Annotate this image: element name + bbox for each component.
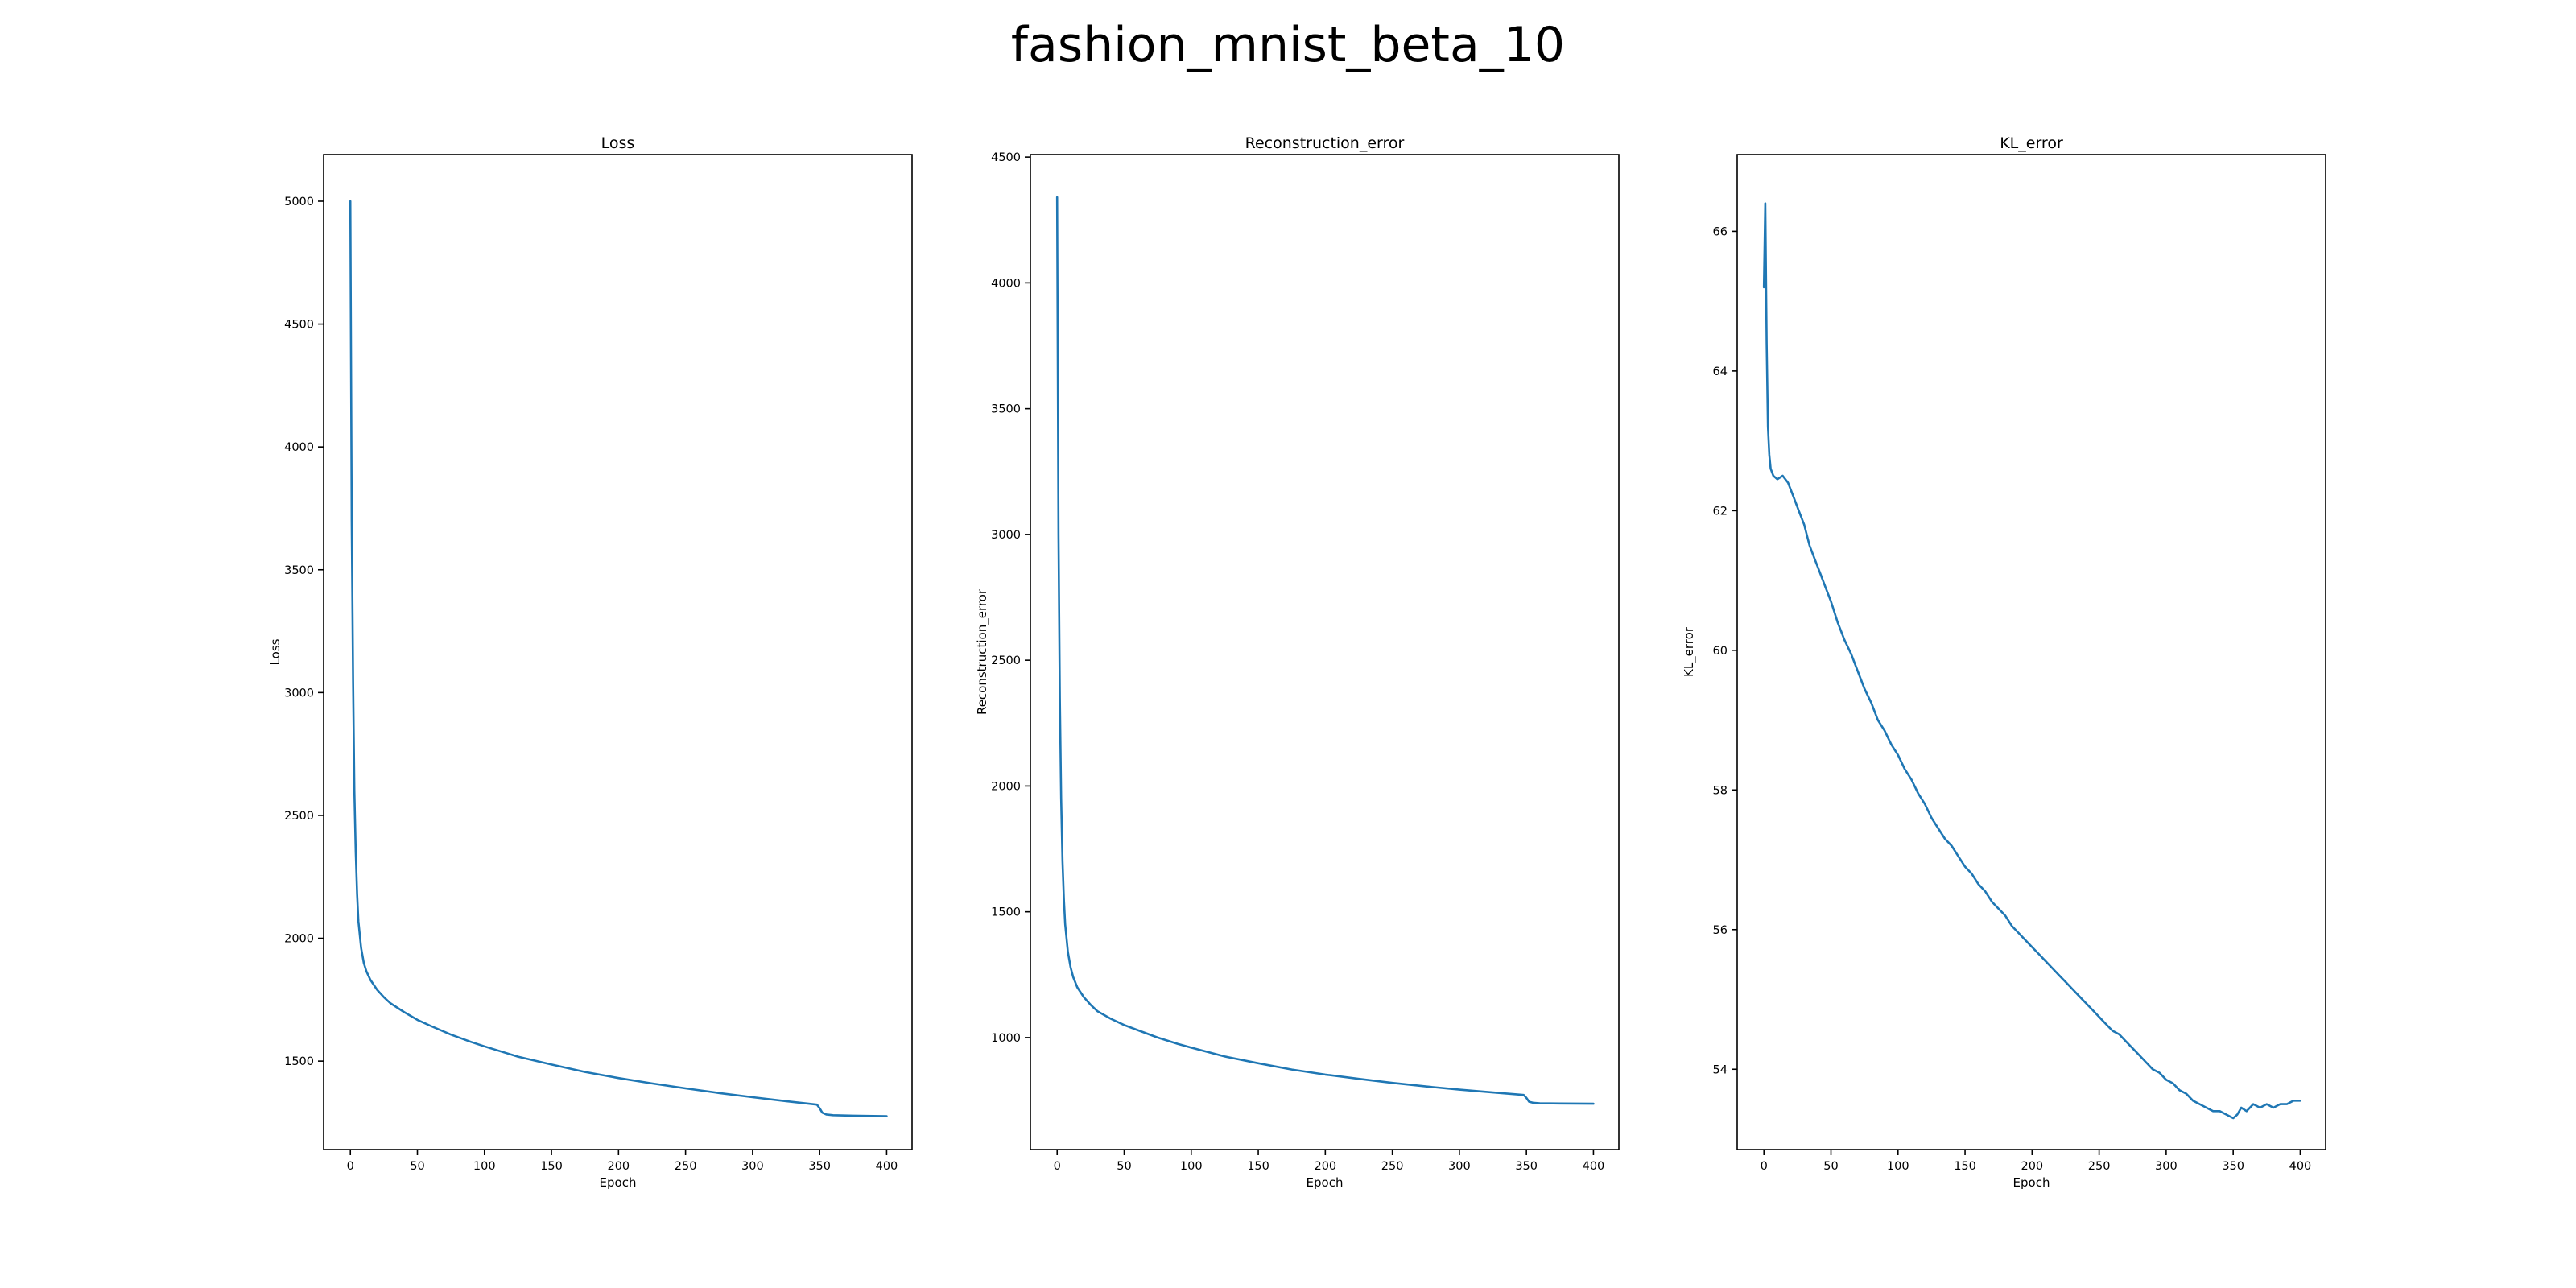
x-tick-label: 100 xyxy=(1887,1160,1909,1173)
x-tick-label: 400 xyxy=(876,1160,898,1173)
y-tick-label: 58 xyxy=(1713,784,1728,797)
series-line xyxy=(1762,202,2301,1120)
x-axis-label: Epoch xyxy=(600,1175,637,1190)
x-tick-label: 100 xyxy=(473,1160,496,1173)
y-tick-label: 60 xyxy=(1713,645,1728,658)
x-tick-label: 150 xyxy=(540,1160,563,1173)
y-tick-label: 62 xyxy=(1713,505,1728,518)
x-tick-label: 150 xyxy=(1247,1160,1269,1173)
x-tick-label: 200 xyxy=(1314,1160,1336,1173)
series-line xyxy=(349,200,888,1117)
x-axis-label: Epoch xyxy=(2013,1175,2050,1190)
y-tick-label: 56 xyxy=(1713,924,1728,937)
subplot-loss: Loss Epoch Loss 0 50 100 150 200 250 300 350 400… xyxy=(268,134,913,1190)
x-tick-label: 150 xyxy=(1954,1160,1976,1173)
y-tick-label: 5000 xyxy=(284,196,314,208)
subplot-title: Loss xyxy=(601,134,635,152)
x-tick-label: 250 xyxy=(2088,1160,2111,1173)
x-tick-label: 200 xyxy=(607,1160,630,1173)
x-tick-label: 250 xyxy=(1381,1160,1404,1173)
y-tick-label: 4500 xyxy=(991,151,1021,164)
y-tick-label: 1000 xyxy=(991,1032,1021,1045)
x-tick-label: 0 xyxy=(1054,1160,1061,1173)
y-tick-label: 4500 xyxy=(284,319,314,332)
plot-frame xyxy=(1030,154,1620,1150)
x-tick-label: 300 xyxy=(2155,1160,2178,1173)
y-tick-label: 4000 xyxy=(991,277,1021,290)
y-axis-label: Reconstruction_error xyxy=(975,588,990,715)
x-tick-label: 400 xyxy=(1583,1160,1605,1173)
x-tick-label: 50 xyxy=(1117,1160,1131,1173)
x-tick-label: 300 xyxy=(1448,1160,1471,1173)
y-tick-label: 66 xyxy=(1713,225,1728,238)
subplot-kl-error: KL_error Epoch KL_error 0 50 100 150 200 250 3… xyxy=(1682,134,2326,1190)
x-tick-label: 50 xyxy=(410,1160,424,1173)
x-tick-label: 300 xyxy=(741,1160,764,1173)
x-tick-label: 100 xyxy=(1180,1160,1203,1173)
subplot-title: Reconstruction_error xyxy=(1245,134,1405,152)
x-tick-label: 0 xyxy=(347,1160,354,1173)
x-tick-label: 350 xyxy=(2222,1160,2244,1173)
plot-frame xyxy=(1736,154,2326,1150)
x-tick-label: 400 xyxy=(2289,1160,2312,1173)
y-tick-label: 3500 xyxy=(991,403,1021,416)
subplot-title: KL_error xyxy=(2000,134,2063,152)
x-tick-label: 250 xyxy=(675,1160,697,1173)
x-tick-label: 350 xyxy=(1515,1160,1538,1173)
y-tick-label: 3000 xyxy=(991,529,1021,542)
y-tick-label: 3000 xyxy=(284,687,314,700)
x-tick-label: 200 xyxy=(2021,1160,2043,1173)
series-line xyxy=(1055,196,1595,1105)
y-tick-label: 64 xyxy=(1713,365,1728,378)
y-tick-label: 2500 xyxy=(284,810,314,823)
x-tick-label: 50 xyxy=(1823,1160,1838,1173)
y-tick-label: 1500 xyxy=(284,1055,314,1068)
subplot-reconstruction-error: Reconstruction_error Epoch Reconstructio… xyxy=(975,134,1620,1190)
x-tick-label: 0 xyxy=(1761,1160,1768,1173)
y-axis-label: Loss xyxy=(268,638,283,665)
y-tick-label: 4000 xyxy=(284,441,314,454)
x-tick-label: 350 xyxy=(808,1160,831,1173)
y-axis-label: KL_error xyxy=(1682,626,1697,677)
y-tick-label: 2000 xyxy=(991,780,1021,793)
plot-frame xyxy=(323,154,913,1150)
y-tick-label: 54 xyxy=(1713,1063,1728,1076)
y-tick-label: 2000 xyxy=(284,933,314,946)
figure-suptitle: fashion_mnist_beta_10 xyxy=(1011,17,1565,73)
y-tick-label: 3500 xyxy=(284,564,314,577)
x-axis-label: Epoch xyxy=(1307,1175,1344,1190)
y-tick-label: 2500 xyxy=(991,654,1021,667)
y-tick-label: 1500 xyxy=(991,906,1021,919)
